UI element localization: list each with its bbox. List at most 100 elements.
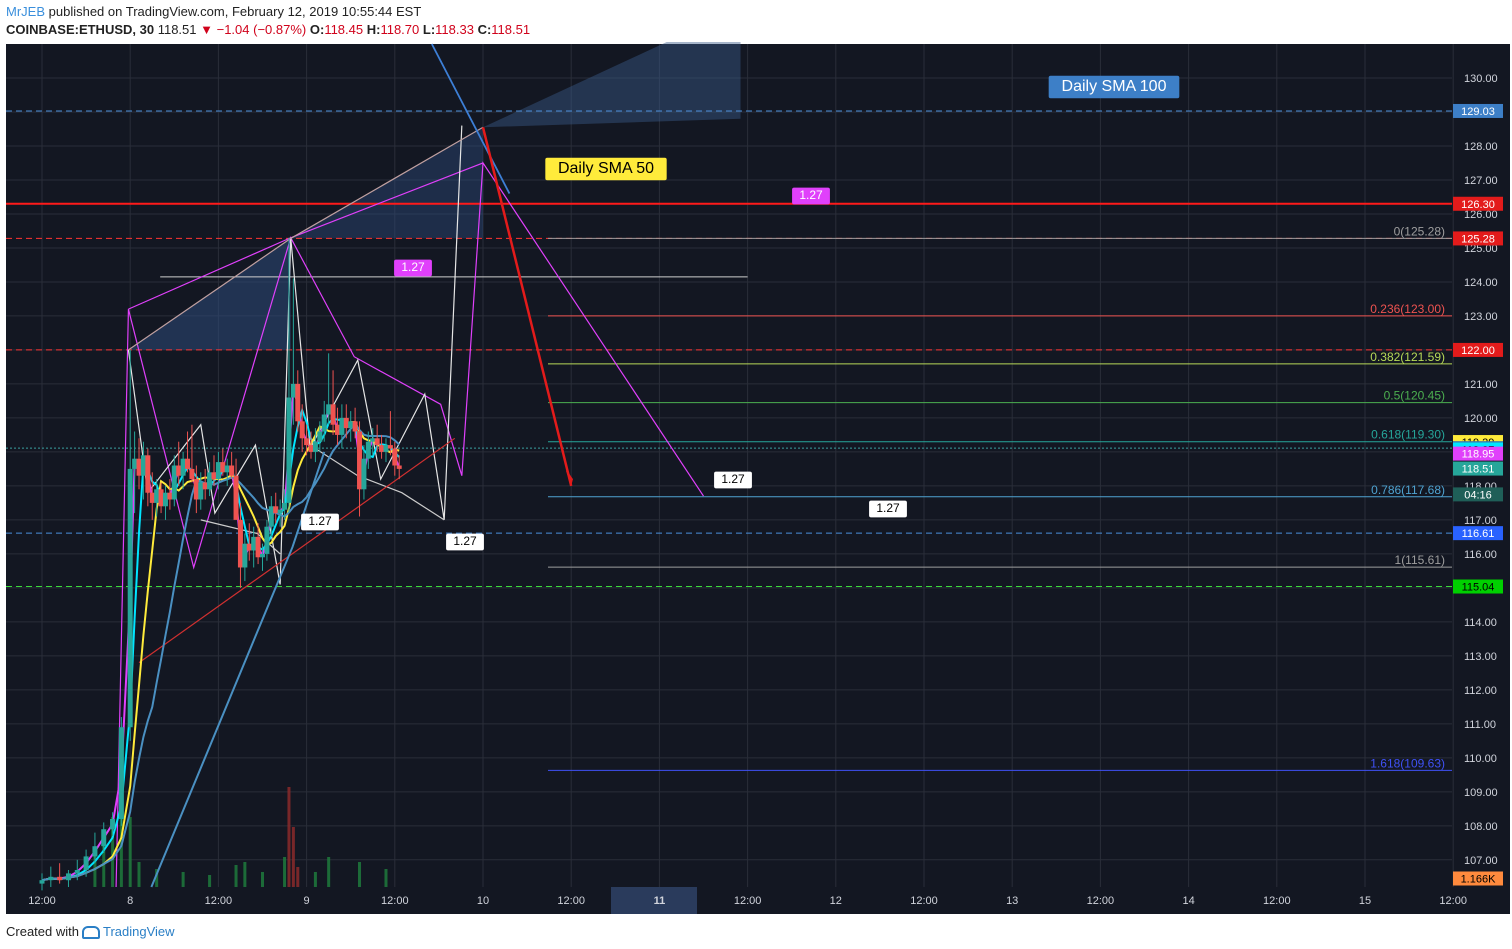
- price-tick-label: 130.00: [1464, 73, 1498, 85]
- price-tick-label: 123.00: [1464, 311, 1498, 323]
- volume-bar: [261, 872, 264, 887]
- price-tag-label: 125.28: [1461, 233, 1495, 245]
- candle-body: [110, 819, 116, 830]
- price-tag-label: 1.166K: [1461, 874, 1497, 886]
- volume-bar: [234, 865, 238, 887]
- candle-body: [379, 445, 385, 452]
- last-price: 118.51: [157, 22, 197, 37]
- chart-footer: Created with TradingView: [0, 914, 1512, 949]
- volume-bar: [358, 862, 362, 887]
- ohlc-line: COINBASE:ETHUSD, 30 118.51 ▼ −1.04 (−0.8…: [6, 22, 530, 37]
- candle-body: [189, 468, 195, 480]
- candle-body: [242, 543, 248, 568]
- target-arrow-line: [481, 126, 573, 487]
- price-tag-bg: [1453, 526, 1503, 541]
- candle-body: [154, 489, 160, 503]
- candle-body: [312, 441, 318, 452]
- candle-body: [299, 421, 305, 439]
- price-chart[interactable]: 0(125.28) 0.236(123.00) 0.382(121.59) 0.5(1…: [0, 42, 1512, 914]
- price-tick-label: 125.00: [1464, 243, 1498, 255]
- publish-info: published on TradingView.com, February 1…: [48, 4, 422, 19]
- candle-body: [374, 438, 380, 446]
- time-tick-label: 15: [1359, 895, 1371, 907]
- volume-bar: [102, 832, 106, 887]
- candle-body: [198, 482, 204, 500]
- fib-ext-label-bg: [714, 471, 752, 489]
- candle-body: [118, 727, 124, 820]
- fib-level-label: 0.618(119.30): [1371, 428, 1445, 442]
- candle-body: [176, 465, 182, 476]
- pattern-drawings: [115, 43, 705, 888]
- candle-body: [180, 458, 186, 476]
- volume-bar: [296, 867, 300, 887]
- candle-body: [260, 553, 265, 558]
- candle-body: [321, 414, 327, 432]
- fib-ext-label-bg: [446, 533, 484, 551]
- price-tag-label: 115.04: [1462, 582, 1495, 594]
- harmonic-leg-a: [200, 519, 281, 555]
- candle-body: [185, 458, 191, 469]
- volume-bar: [93, 847, 97, 887]
- time-axis[interactable]: 12:00 8 12:00 9 12:00 10 12:00 11 12:00 12 12:00 13…: [28, 895, 1467, 907]
- volume-bar: [181, 872, 185, 887]
- candle-body: [74, 870, 80, 874]
- volume-bar: [283, 857, 287, 887]
- price-tick-label: 127.00: [1464, 175, 1498, 187]
- price-tick-label: 128.00: [1464, 141, 1498, 153]
- price-tick-label: 117.00: [1464, 515, 1497, 527]
- price-tag-bg: [1453, 231, 1503, 246]
- price-tick-label: 107.00: [1464, 855, 1498, 867]
- time-tick-label: 12:00: [1439, 895, 1467, 907]
- price-tag-bg: [1453, 196, 1503, 211]
- descending-sma100-line: [431, 43, 511, 194]
- price-tick-label: 126.00: [1464, 209, 1498, 221]
- candle-body: [339, 417, 345, 435]
- volume-bar: [137, 862, 141, 887]
- price-tag-bg: [1453, 871, 1503, 886]
- candle-body: [57, 876, 63, 881]
- author-link[interactable]: MrJEB: [6, 4, 45, 19]
- candle-body: [48, 876, 54, 881]
- price-tag-bg: [1453, 103, 1503, 118]
- fib-ext-label: 1.27: [876, 501, 900, 515]
- candle-body: [308, 445, 314, 452]
- candle-body: [365, 441, 371, 459]
- tradingview-text: TradingView: [103, 924, 175, 939]
- candle-body: [140, 455, 146, 476]
- candle-body: [352, 421, 358, 432]
- fib-level-label: 0.786(117.68): [1371, 483, 1445, 497]
- candle-body: [361, 458, 367, 490]
- volume-bar: [155, 869, 159, 887]
- time-tick-label: 12:00: [734, 895, 762, 907]
- candle-body: [357, 431, 363, 490]
- candle-body: [290, 383, 296, 398]
- tradingview-brand[interactable]: TradingView: [82, 924, 175, 940]
- open-value: 118.45: [324, 22, 364, 37]
- daily-sma50-label-bg: [545, 157, 667, 181]
- candle-body: [207, 472, 213, 490]
- time-tick-label: 12:00: [1087, 895, 1115, 907]
- candle-body: [264, 526, 270, 554]
- fib-level-label: 0(125.28): [1394, 224, 1445, 238]
- price-tick-label: 114.00: [1464, 617, 1497, 629]
- time-tick-label: 12:00: [205, 895, 233, 907]
- fib-ext-label-bg: [869, 500, 907, 518]
- fib-level-label: 0.382(121.59): [1370, 350, 1445, 364]
- candle-body: [193, 479, 199, 500]
- candle-body: [255, 536, 261, 558]
- fib-level-label: 0.5(120.45): [1384, 389, 1445, 403]
- volume-bar: [111, 817, 115, 887]
- candle-body: [268, 506, 274, 527]
- time-tick-label: 11: [654, 895, 666, 907]
- volume-bar: [287, 787, 291, 887]
- candle-body: [171, 465, 177, 500]
- candle-body: [343, 417, 349, 429]
- time-tick-label: 12:00: [910, 895, 938, 907]
- candle-body: [304, 438, 310, 446]
- price-tick-label: 111.00: [1464, 719, 1496, 731]
- created-with: Created with: [6, 924, 79, 939]
- candle-body: [39, 880, 45, 884]
- candle-body: [334, 424, 340, 435]
- volume-bar: [291, 827, 295, 887]
